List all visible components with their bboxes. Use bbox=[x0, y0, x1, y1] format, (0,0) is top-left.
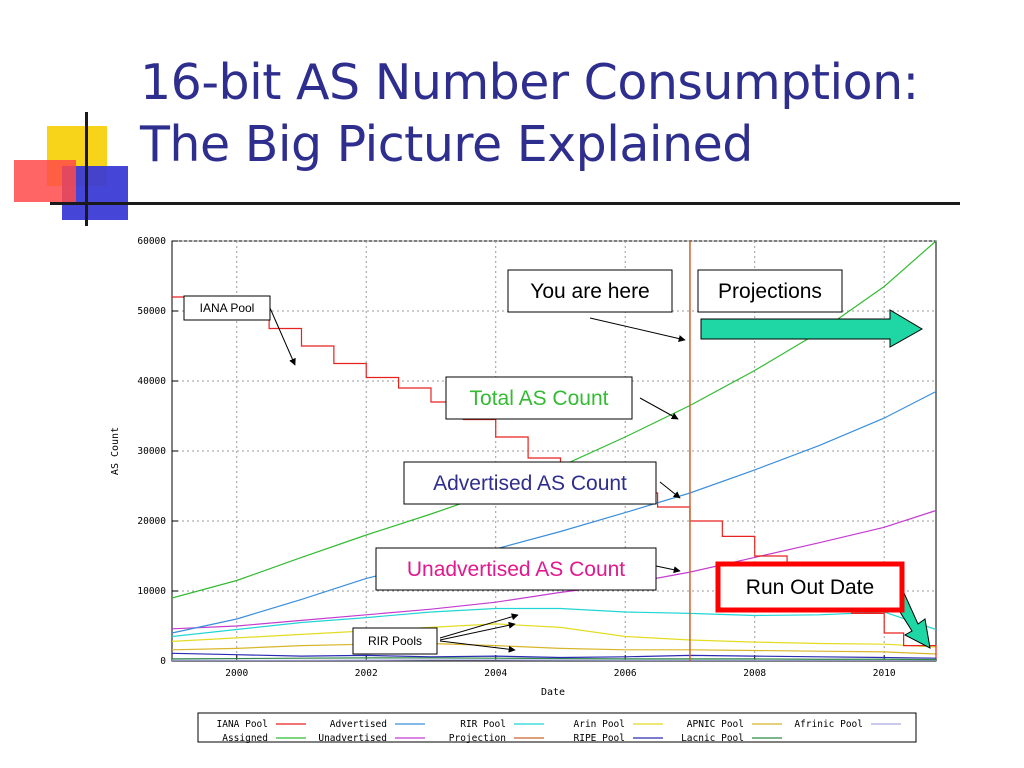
annotation-unadvertised-as-count-text: Unadvertised AS Count bbox=[407, 558, 625, 581]
legend-label-ripe-pool: RIPE Pool bbox=[574, 733, 625, 744]
y-tick-label: 10000 bbox=[137, 586, 166, 597]
decor-red-square bbox=[14, 160, 76, 202]
annotation-projections: Projections bbox=[697, 269, 923, 348]
y-tick-label: 30000 bbox=[137, 446, 166, 457]
x-tick-label: 2008 bbox=[743, 668, 766, 679]
y-tick-label: 0 bbox=[160, 656, 166, 667]
x-tick-label: 2002 bbox=[355, 668, 378, 679]
projections-arrow-icon bbox=[700, 309, 923, 348]
legend-label-unadvertised: Unadvertised bbox=[318, 733, 387, 744]
legend-label-lacnic-pool: Lacnic Pool bbox=[681, 733, 744, 744]
y-tick-label: 50000 bbox=[137, 306, 166, 317]
annotation-total-as-count: Total AS Count bbox=[445, 376, 679, 420]
annotation-you-are-here-text: You are here bbox=[530, 280, 650, 303]
annotation-advertised-as-count: Advertised AS Count bbox=[403, 461, 681, 505]
annotation-iana-pool: IANA Pool bbox=[183, 295, 296, 366]
chart-legend bbox=[197, 712, 917, 743]
slide-title-line-1: 16-bit AS Number Consumption: bbox=[140, 54, 919, 111]
x-tick-label: 2004 bbox=[484, 668, 507, 679]
legend-label-arin-pool: Arin Pool bbox=[574, 719, 625, 730]
annotation-run-out-date-text: Run Out Date bbox=[746, 576, 874, 599]
title-underline bbox=[50, 202, 960, 205]
y-tick-label: 40000 bbox=[137, 376, 166, 387]
legend-label-apnic-pool: APNIC Pool bbox=[687, 719, 744, 730]
series-line-lacnic-pool bbox=[171, 657, 937, 661]
slide-decoration bbox=[14, 112, 960, 226]
series-line-apnic-pool bbox=[171, 642, 937, 655]
series-line-rir-pool bbox=[171, 607, 937, 638]
decor-vertical-line bbox=[85, 112, 88, 226]
y-axis-label: AS Count bbox=[110, 427, 121, 475]
series-line-arin-pool bbox=[171, 623, 937, 648]
legend-label-rir-pool: RIR Pool bbox=[460, 719, 506, 730]
annotation-projections-text: Projections bbox=[718, 280, 822, 303]
y-tick-label: 20000 bbox=[137, 516, 166, 527]
annotation-unadvertised-as-count: Unadvertised AS Count bbox=[375, 547, 681, 591]
legend-label-projection: Projection bbox=[449, 733, 506, 744]
series-line-advertised bbox=[171, 390, 937, 634]
legend-label-iana-pool: IANA Pool bbox=[217, 719, 268, 730]
annotation-iana-pool-text: IANA Pool bbox=[200, 301, 255, 315]
x-tick-label: 2006 bbox=[614, 668, 637, 679]
annotation-rir-pools: RIR Pools bbox=[352, 613, 519, 655]
series-line-ripe-pool bbox=[171, 652, 937, 659]
annotation-advertised-as-count-text: Advertised AS Count bbox=[433, 472, 627, 495]
x-tick-label: 2000 bbox=[225, 668, 248, 679]
annotation-rir-pools-text: RIR Pools bbox=[368, 634, 422, 648]
legend-label-advertised: Advertised bbox=[330, 719, 387, 730]
legend-label-afrinic-pool: Afrinic Pool bbox=[794, 719, 863, 730]
y-tick-label: 60000 bbox=[137, 236, 166, 247]
annotation-you-are-here: You are here bbox=[507, 269, 686, 342]
slide-title-line-2: The Big Picture Explained bbox=[140, 116, 753, 173]
x-axis-label: Date bbox=[541, 687, 565, 698]
annotation-total-as-count-text: Total AS Count bbox=[470, 387, 609, 410]
legend-label-assigned: Assigned bbox=[222, 733, 268, 744]
x-tick-label: 2010 bbox=[873, 668, 896, 679]
slide-title: 16-bit AS Number Consumption: The Big Pi… bbox=[140, 52, 1000, 176]
series-line-unadvertised bbox=[171, 509, 937, 630]
annotation-run-out-date: Run Out Date bbox=[715, 561, 931, 649]
